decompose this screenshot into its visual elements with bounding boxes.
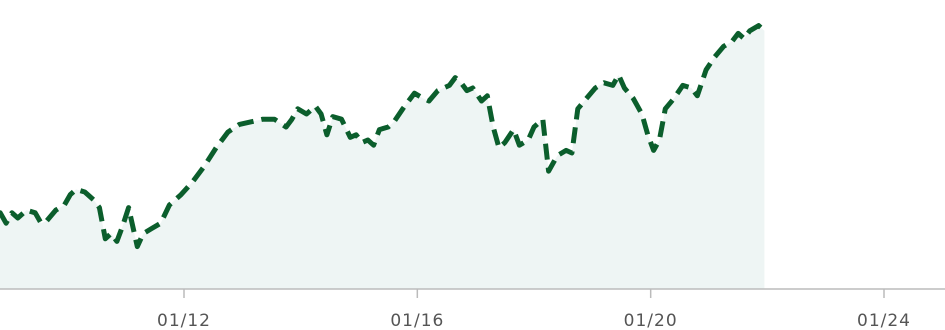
x-tick-label: 01/12 (157, 311, 211, 330)
series-area-fill (0, 25, 765, 289)
x-axis-ticks: 01/12 01/16 01/20 01/24 (157, 289, 911, 330)
x-tick-label: 01/24 (857, 311, 911, 330)
series-line (0, 23, 767, 250)
x-tick-label: 01/20 (624, 311, 678, 330)
x-tick-label: 01/16 (390, 311, 444, 330)
